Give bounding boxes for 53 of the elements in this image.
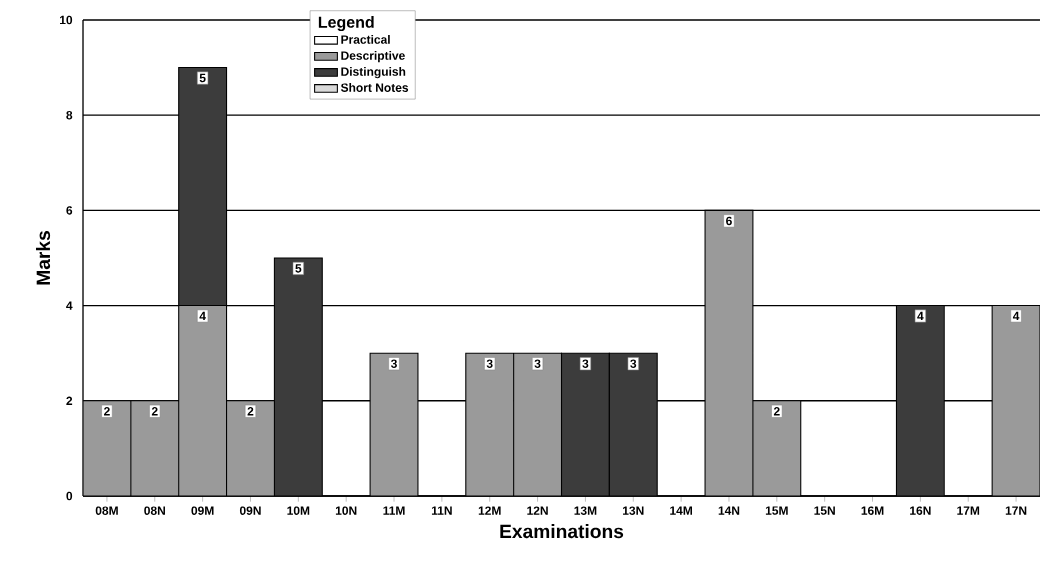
y-tick-label: 8	[66, 110, 73, 120]
data-label: 3	[534, 359, 541, 368]
x-tick-label: 08N	[144, 506, 165, 515]
legend-label: Practical	[341, 34, 390, 44]
y-tick-label: 10	[60, 15, 73, 25]
data-label: 5	[295, 264, 302, 273]
x-tick-label: 09N	[239, 506, 261, 515]
data-label: 3	[486, 359, 493, 368]
x-axis-title: Examinations	[500, 524, 624, 539]
data-label: 3	[390, 359, 397, 368]
data-label: 2	[151, 407, 158, 416]
data-label: 5	[199, 73, 206, 83]
bar	[83, 400, 132, 496]
x-tick-label: 13N	[623, 506, 644, 515]
y-tick-label: 4	[66, 301, 73, 310]
x-tick-label: 11N	[431, 506, 452, 515]
x-tick-label: 14N	[718, 506, 740, 515]
data-label: 6	[726, 216, 732, 226]
x-tick-label: 11M	[383, 506, 405, 515]
data-label: 2	[104, 407, 110, 416]
x-tick-label: 15N	[814, 506, 835, 515]
x-tick-label: 12M	[478, 506, 501, 515]
data-label: 4	[917, 311, 924, 321]
x-tick-label: 17N	[1005, 506, 1027, 515]
y-tick-label: 2	[66, 396, 73, 405]
x-tick-label: 15M	[765, 506, 788, 515]
x-tick-label: 14M	[670, 506, 692, 515]
data-label: 3	[630, 359, 637, 368]
x-tick-label: 12N	[527, 506, 548, 515]
y-tick-label: 0	[66, 491, 73, 501]
data-label: 4	[199, 311, 206, 321]
legend-title: Legend	[318, 16, 374, 32]
legend-label: Descriptive	[341, 51, 405, 63]
y-tick-label: 6	[66, 206, 73, 215]
data-label: 2	[247, 407, 254, 416]
legend-label: Distinguish	[341, 67, 406, 79]
x-tick-label: 13M	[574, 506, 597, 515]
y-axis-title: Marks	[36, 231, 51, 285]
x-tick-label: 10N	[335, 506, 357, 515]
x-tick-label: 08M	[95, 506, 118, 515]
data-label: 3	[582, 359, 589, 368]
legend-label: Short Notes	[340, 83, 409, 92]
x-tick-label: 17M	[957, 506, 980, 515]
bar	[704, 209, 754, 496]
bar	[752, 400, 802, 496]
bar	[991, 305, 1040, 496]
bar	[369, 352, 419, 496]
data-label: 2	[773, 407, 780, 416]
data-label: 4	[1012, 311, 1020, 321]
x-tick-label: 09M	[191, 506, 214, 515]
x-tick-label: 16N	[910, 506, 931, 515]
x-tick-label: 16M	[861, 506, 884, 515]
x-tick-label: 10M	[287, 506, 310, 515]
